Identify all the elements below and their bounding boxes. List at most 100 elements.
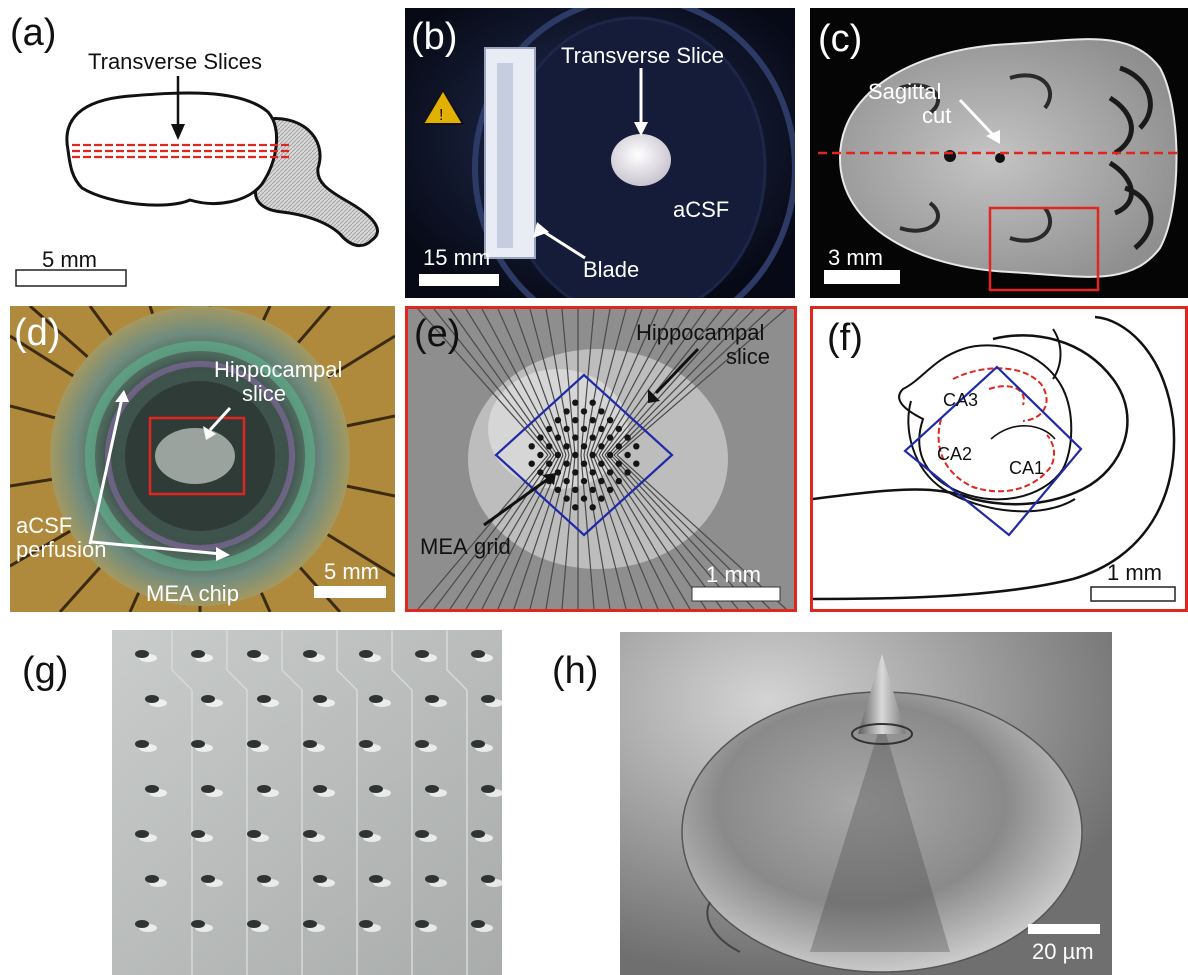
- mea-chip-label: MEA chip: [146, 581, 239, 606]
- mea-electrode-dot: [624, 451, 631, 459]
- mea-electrode-dot: [572, 399, 579, 406]
- spike-electrode: [313, 695, 327, 703]
- mea-electrode-dot: [598, 443, 605, 450]
- spike-electrode: [425, 785, 439, 793]
- mea-grid-outline: [903, 365, 1083, 537]
- mea-electrode-dot: [580, 460, 588, 467]
- mea-electrode-dot: [589, 504, 596, 511]
- spike-electrode: [191, 650, 205, 658]
- panel-f-label: (f): [827, 317, 863, 359]
- transverse-slice-tissue: [611, 134, 671, 186]
- blade-label: Blade: [583, 257, 640, 282]
- mea-electrode-dot: [589, 486, 596, 493]
- spike-electrode: [303, 920, 317, 928]
- spike-electrode: [425, 875, 439, 883]
- spike-electrode: [303, 740, 317, 748]
- spike-electrode: [145, 695, 159, 703]
- acsf-label: aCSF: [673, 197, 730, 222]
- mea-electrode-dot: [563, 460, 570, 467]
- spike-electrode: [481, 785, 495, 793]
- spike-electrode: [145, 875, 159, 883]
- hippocampus-roi-box: [988, 206, 1100, 292]
- mea-electrode-dot: [633, 460, 640, 467]
- panel-e-label: (e): [414, 313, 461, 355]
- mea-electrode-dot: [563, 443, 570, 450]
- mea-electrode-dot: [606, 469, 614, 476]
- panel-b: ! (b) Transverse Slice aCSF Blade 15 mm: [405, 8, 795, 298]
- panel-d-label: (d): [14, 312, 61, 354]
- mea-electrode-dot: [598, 408, 605, 415]
- svg-text:!: !: [439, 107, 443, 124]
- spike-electrode: [313, 875, 327, 883]
- hippocampal-slice-label-line2: slice: [726, 344, 771, 369]
- spike-electrode: [415, 920, 429, 928]
- transverse-slices-label: Transverse Slices: [88, 49, 263, 74]
- spike-electrode: [481, 875, 495, 883]
- mea-chip-photo: [10, 306, 395, 612]
- mea-electrode-dot: [528, 443, 535, 450]
- mea-electrode-dot: [580, 408, 588, 415]
- hippocampus-schematic: [813, 315, 1176, 602]
- spike-electrode: [191, 740, 205, 748]
- spike-electrode: [247, 830, 261, 838]
- panel-h-label: (h): [552, 650, 599, 692]
- mea-electrode-dot: [546, 443, 553, 450]
- panel-e: (e) Hippocampal slice MEA grid 1 mm: [405, 306, 797, 612]
- spike-electrode: [247, 920, 261, 928]
- mea-electrode-dot: [554, 417, 562, 424]
- mea-grid-outline: [494, 373, 674, 537]
- spike-electrode: [247, 650, 261, 658]
- spike-electrode: [257, 875, 271, 883]
- scale-bar-label-a: 5 mm: [42, 247, 97, 272]
- scale-bar-label-f: 1 mm: [1107, 560, 1162, 585]
- microtome-photo: !: [405, 8, 795, 298]
- mea-electrode-dot: [606, 451, 614, 459]
- panel-a-label: (a): [10, 12, 57, 54]
- spike-electrode: [415, 650, 429, 658]
- panel-h: 20 µm: [620, 632, 1112, 975]
- mea-electrode-dot: [615, 443, 622, 450]
- region-ca2-label: CA2: [937, 444, 973, 464]
- mea-electrode-dot: [589, 434, 596, 441]
- spike-electrode: [247, 740, 261, 748]
- spike-electrode: [471, 740, 485, 748]
- mea-electrode-dot: [589, 451, 596, 459]
- scale-bar-label-e: 1 mm: [706, 562, 761, 587]
- sagittal-brain-scan: [818, 38, 1182, 292]
- transverse-slice-lines: [72, 143, 290, 159]
- mea-electrode-dot: [615, 477, 622, 485]
- slice-roi-box: [148, 416, 246, 496]
- spike-electrode: [481, 695, 495, 703]
- sagittal-label-line2: cut: [922, 103, 952, 128]
- mea-electrode-dot: [580, 425, 588, 433]
- spike-electrode: [313, 785, 327, 793]
- mea-electrode-dot: [580, 443, 588, 450]
- mea-electrode-dot: [554, 469, 562, 476]
- mea-electrode-dot: [598, 477, 605, 485]
- spike-electrode: [303, 830, 317, 838]
- sem-electrode-image: [620, 632, 1112, 975]
- mea-electrode-dot: [572, 486, 579, 493]
- spike-electrode: [303, 650, 317, 658]
- mea-electrode-dot: [572, 469, 579, 476]
- mea-electrode-dot: [528, 460, 535, 467]
- mea-electrode-dot: [572, 417, 579, 424]
- spike-electrode: [201, 875, 215, 883]
- spike-electrode: [369, 875, 383, 883]
- mea-electrode-dot: [606, 417, 614, 424]
- mea-electrode-dot: [598, 425, 605, 433]
- spike-electrode: [415, 830, 429, 838]
- spike-electrode: [415, 740, 429, 748]
- mea-electrode-dot: [572, 434, 579, 441]
- mea-electrode-dot: [563, 408, 570, 415]
- spike-electrode: [257, 695, 271, 703]
- mea-electrode-dot: [615, 425, 622, 433]
- spike-electrode: [135, 920, 149, 928]
- scale-bar-label-b: 15 mm: [423, 245, 491, 270]
- mea-electrode-dot: [572, 504, 579, 511]
- acsf-perfusion-label-line2: perfusion: [16, 537, 107, 562]
- mea-electrode-dot: [606, 486, 614, 493]
- mea-electrode-dot: [633, 443, 640, 450]
- mea-grid-label-line1: MEA: [420, 534, 468, 559]
- spike-electrode: [471, 650, 485, 658]
